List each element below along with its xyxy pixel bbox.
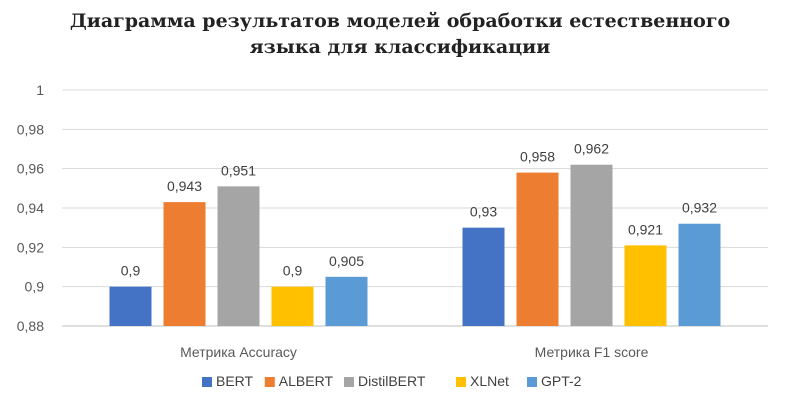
legend-swatch <box>527 377 537 387</box>
data-label: 0,962 <box>574 141 609 157</box>
legend-swatch <box>202 377 212 387</box>
legend-swatch <box>344 377 354 387</box>
chart-title-line-2: языка для классификации <box>249 36 551 58</box>
data-label: 0,9 <box>121 263 141 279</box>
y-tick-label: 0,98 <box>17 121 44 137</box>
y-tick-label: 0,92 <box>17 239 44 255</box>
y-tick-label: 0,88 <box>17 318 44 334</box>
data-label: 0,9 <box>283 263 303 279</box>
bar-albert <box>516 172 559 326</box>
y-tick-label: 0,94 <box>17 200 44 216</box>
bar-albert <box>163 202 206 326</box>
chart-title: Диаграмма результатов моделей обработки … <box>60 8 740 60</box>
bar-gpt-2 <box>678 223 721 326</box>
data-label: 0,921 <box>628 221 663 237</box>
legend-label: XLNet <box>470 373 509 389</box>
data-label: 0,943 <box>167 178 202 194</box>
bar-bert <box>462 227 505 326</box>
legend-label: BERT <box>216 373 254 389</box>
data-label: 0,93 <box>470 204 497 220</box>
bar-gpt-2 <box>325 276 368 326</box>
x-category-label: Метрика F1 score <box>535 344 649 360</box>
legend-label: ALBERT <box>279 373 334 389</box>
bar-xlnet <box>271 286 314 326</box>
x-category-label: Метрика Accuracy <box>180 344 297 360</box>
y-tick-label: 1 <box>36 82 44 98</box>
legend-label: DistilBERT <box>358 373 426 389</box>
bar-distilbert <box>217 186 260 326</box>
legend-swatch <box>456 377 466 387</box>
bar-bert <box>109 286 152 326</box>
bar-xlnet <box>624 245 667 326</box>
bar-distilbert <box>570 164 613 326</box>
data-label: 0,905 <box>329 253 364 269</box>
chart-title-line-1: Диаграмма результатов моделей обработки … <box>69 10 731 32</box>
y-tick-label: 0,96 <box>17 161 44 177</box>
y-tick-label: 0,9 <box>25 279 45 295</box>
legend-label: GPT-2 <box>541 373 582 389</box>
legend-swatch <box>264 377 275 387</box>
data-label: 0,932 <box>682 200 717 216</box>
data-label: 0,951 <box>221 162 256 178</box>
data-label: 0,958 <box>520 149 555 165</box>
